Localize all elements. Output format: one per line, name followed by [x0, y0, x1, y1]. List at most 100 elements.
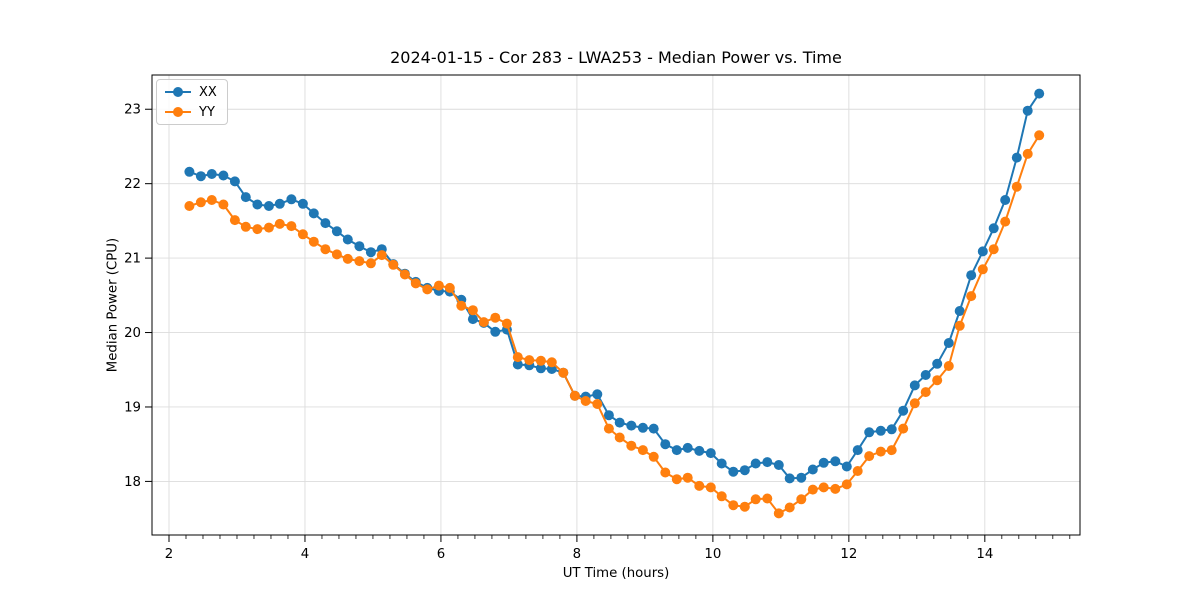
x-minor-ticks	[185, 535, 1071, 539]
x-tick-label: 12	[840, 547, 857, 562]
data-point-xx	[240, 192, 251, 203]
data-point-yy	[410, 278, 421, 289]
data-point-yy	[841, 479, 852, 490]
data-point-yy	[274, 218, 285, 229]
data-point-yy	[943, 361, 954, 371]
data-point-yy	[376, 250, 387, 261]
data-point-yy	[580, 396, 591, 406]
data-point-yy	[796, 494, 807, 505]
series-xx	[184, 88, 1045, 484]
data-point-xx	[988, 223, 999, 234]
data-point-xx	[909, 380, 920, 391]
data-point-yy	[932, 375, 943, 386]
data-point-xx	[852, 445, 863, 456]
data-point-xx	[286, 194, 297, 205]
data-point-xx	[1000, 195, 1011, 205]
data-point-yy	[818, 482, 829, 493]
data-point-xx	[252, 199, 263, 210]
series-line-yy	[189, 134, 1041, 515]
legend-sample-xx-icon	[165, 87, 191, 97]
data-point-xx	[297, 198, 308, 209]
data-point-xx	[274, 198, 285, 209]
x-tick-label: 8	[573, 547, 581, 562]
data-point-yy	[478, 317, 489, 328]
data-point-yy	[388, 259, 399, 270]
data-point-yy	[218, 199, 229, 210]
grid-lines	[152, 75, 1080, 535]
series-yy	[184, 130, 1045, 519]
data-point-xx	[886, 424, 897, 435]
data-point-yy	[252, 224, 263, 235]
y-axis-label: Median Power (CPU)	[105, 237, 121, 373]
legend-label-xx: XX	[199, 84, 217, 100]
data-point-yy	[354, 256, 365, 267]
legend: XX YY	[156, 79, 228, 125]
data-point-yy	[807, 484, 818, 495]
data-point-yy	[1000, 216, 1011, 227]
data-point-xx	[762, 457, 773, 468]
data-point-yy	[705, 482, 716, 493]
data-point-yy	[1034, 130, 1045, 141]
legend-item-yy: YY	[164, 103, 221, 121]
data-point-yy	[535, 355, 546, 366]
data-point-yy	[750, 494, 761, 505]
data-point-xx	[932, 358, 943, 369]
x-tick-label: 6	[437, 547, 445, 562]
data-point-xx	[1011, 152, 1022, 163]
data-point-xx	[354, 241, 365, 252]
data-point-yy	[603, 423, 614, 434]
data-point-yy	[864, 451, 875, 462]
data-point-xx	[218, 170, 229, 181]
data-point-xx	[864, 427, 875, 438]
data-point-yy	[342, 253, 353, 264]
data-point-yy	[184, 201, 195, 211]
x-tick-label: 10	[704, 547, 721, 562]
data-point-xx	[535, 363, 546, 374]
data-point-yy	[762, 493, 773, 504]
data-point-yy	[320, 244, 331, 255]
series-line-xx	[189, 93, 1041, 480]
data-point-yy	[830, 483, 841, 494]
data-point-yy	[490, 312, 501, 323]
data-point-xx	[648, 423, 659, 434]
data-point-yy	[524, 355, 535, 366]
data-point-yy	[728, 500, 739, 511]
data-point-yy	[671, 474, 682, 485]
data-point-xx	[682, 442, 693, 453]
x-axis-ticks: 2 4 6 8 10 12 14	[165, 535, 993, 562]
data-point-xx	[331, 226, 342, 237]
data-point-yy	[592, 399, 603, 409]
data-point-yy	[875, 446, 886, 457]
y-axis-ticks: 18 19 20 21 22 23	[124, 103, 152, 490]
chart-title: 2024-01-15 - Cor 283 - LWA253 - Median P…	[390, 48, 842, 67]
data-point-xx	[637, 422, 648, 433]
data-point-yy	[286, 221, 297, 232]
data-point-xx	[818, 457, 829, 468]
data-point-xx	[784, 473, 795, 484]
y-tick-label: 19	[124, 400, 141, 415]
data-point-yy	[966, 291, 977, 302]
legend-sample-yy-icon	[165, 107, 191, 117]
legend-item-xx: XX	[164, 83, 221, 101]
data-point-xx	[592, 389, 603, 400]
data-point-xx	[263, 201, 274, 211]
series-markers-yy	[184, 130, 1045, 519]
data-point-xx	[830, 456, 841, 467]
data-point-yy	[909, 398, 920, 409]
data-point-yy	[501, 318, 512, 329]
data-point-xx	[875, 425, 886, 436]
data-point-yy	[852, 466, 863, 476]
data-point-yy	[512, 352, 523, 363]
series-markers-xx	[184, 88, 1045, 484]
y-tick-label: 21	[124, 252, 141, 267]
data-point-xx	[365, 247, 376, 258]
x-tick-label: 2	[165, 547, 173, 562]
data-point-yy	[444, 282, 455, 293]
x-axis-label: UT Time (hours)	[562, 566, 670, 581]
data-point-xx	[467, 314, 478, 325]
data-point-yy	[229, 215, 240, 226]
data-point-xx	[966, 270, 977, 281]
data-point-yy	[195, 197, 206, 208]
